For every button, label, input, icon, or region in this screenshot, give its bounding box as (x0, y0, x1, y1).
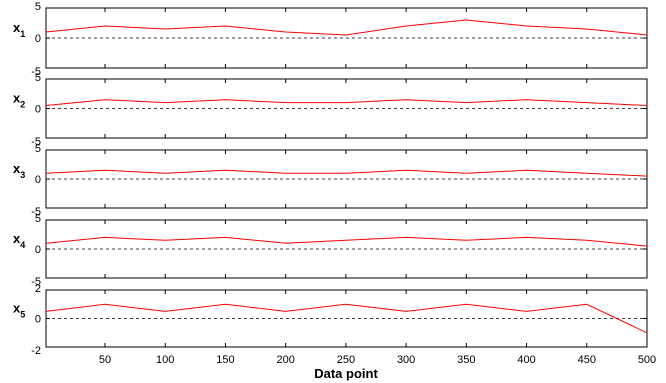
xtick-label: 300 (397, 354, 415, 366)
panel-5-ytick-label: 0 (35, 314, 41, 326)
xtick-label: 250 (337, 354, 355, 366)
panel-3-ylabel: x3 (13, 161, 25, 180)
x-axis-label: Data point (314, 366, 378, 381)
panel-5-ylabel-subscript: 5 (20, 310, 25, 320)
panel-1-ylabel: x1 (13, 20, 25, 39)
panel-2-ylabel: x2 (13, 91, 25, 110)
xtick-label: 200 (276, 354, 294, 366)
panel-5-ylabel: x5 (13, 301, 25, 320)
panel-4-ytick-label: 5 (35, 213, 41, 225)
xtick-label: 500 (638, 354, 656, 366)
xtick-label: 100 (156, 354, 174, 366)
xtick-label: 350 (457, 354, 475, 366)
panel-4-ytick-label: -5 (31, 276, 41, 288)
panel-1-ytick-label: 0 (35, 33, 41, 45)
panel-2-ytick-label: 5 (35, 72, 41, 84)
panel-1-ytick-label: 5 (35, 1, 41, 13)
panel-2-series-line (45, 99, 648, 106)
panel-3-ytick-label: 5 (35, 143, 41, 155)
panel-2-ytick-label: 0 (35, 104, 41, 116)
panel-2-ylabel-subscript: 2 (20, 100, 25, 110)
panel-3-ytick-label: 0 (35, 174, 41, 186)
panel-1-ytick-label: -5 (31, 66, 41, 78)
panel-4-ytick-label: 0 (35, 244, 41, 256)
panel-4-series-line (45, 236, 648, 247)
panel-5-ytick-label: 2 (35, 283, 41, 295)
x-axis: 50 100 150 200 250 300 350 400 450 500 (99, 354, 656, 366)
panel-4-ylabel-subscript: 4 (20, 240, 25, 250)
panel-1-series-line (45, 19, 648, 36)
panel-2-ytick-label: -5 (31, 136, 41, 148)
panel-3-ytick-label: -5 (31, 206, 41, 218)
panel-4-ylabel: x4 (13, 231, 25, 250)
panel-5-ytick-label: -2 (31, 345, 41, 357)
panel-3-ylabel-subscript: 3 (20, 170, 25, 180)
xtick-label: 50 (99, 354, 111, 366)
xtick-label: 150 (216, 354, 234, 366)
panel-3-series-line (45, 169, 648, 177)
panel-5-series-line (45, 303, 648, 334)
panel-1-ylabel-subscript: 1 (20, 29, 25, 39)
xtick-label: 400 (517, 354, 535, 366)
xtick-label: 450 (578, 354, 596, 366)
